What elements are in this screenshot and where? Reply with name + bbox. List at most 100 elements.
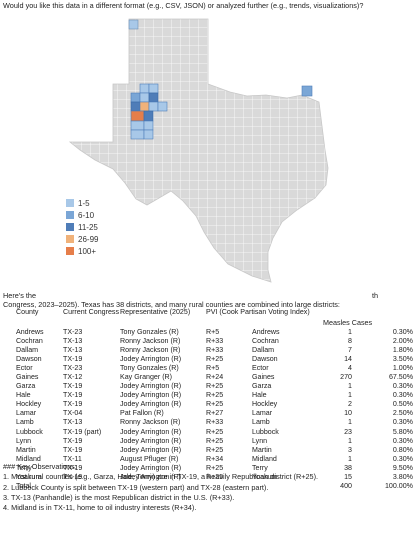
table-row: Hale TX-19 Jodey Arrington (R) R+25 Hale 1 0.3… bbox=[3, 391, 413, 400]
cell-county-repeat: Cochran bbox=[252, 337, 279, 346]
cell-county-repeat: Dawson bbox=[252, 355, 278, 364]
county-hockley bbox=[139, 92, 150, 103]
cell-representative: Kay Granger (R) bbox=[120, 373, 173, 382]
cell-county: Lynn bbox=[16, 436, 32, 445]
cell-district: TX-13 bbox=[63, 346, 83, 355]
cell-county-repeat: Midland bbox=[252, 454, 277, 463]
county-andrews bbox=[130, 120, 145, 131]
cell-district: TX-19 bbox=[63, 400, 83, 409]
cell-county: Lamb bbox=[16, 418, 34, 427]
cell-cases: 3 bbox=[348, 445, 352, 454]
cell-cases: 1 bbox=[348, 328, 352, 336]
cell-county: Midland bbox=[16, 454, 41, 463]
legend-label: 100+ bbox=[78, 247, 96, 256]
legend-swatch bbox=[66, 247, 74, 255]
cell-county-repeat: Gaines bbox=[252, 373, 275, 382]
cell-pvi: R+25 bbox=[206, 472, 224, 481]
cell-pvi: R+5 bbox=[206, 328, 220, 336]
observation-item: 4. Midland is in TX-11, home to oil indu… bbox=[3, 503, 197, 513]
county-cochran bbox=[130, 92, 141, 103]
texas-state-shape bbox=[68, 18, 329, 283]
paragraph-line1: Here's the bbox=[3, 291, 37, 300]
cell-county-repeat: Terry bbox=[252, 463, 268, 472]
cell-representative: Ronny Jackson (R) bbox=[120, 418, 181, 427]
col-header-representative: Representative (2025) bbox=[120, 308, 191, 316]
cell-district: TX-23 bbox=[63, 364, 83, 373]
cell-pvi: R+27 bbox=[206, 409, 224, 418]
county-lubbock bbox=[148, 92, 159, 103]
cell-percent: 1.00% bbox=[392, 364, 413, 373]
cell-district: TX-19 (part) bbox=[63, 427, 102, 436]
cell-county: Yoakum bbox=[16, 472, 42, 481]
table-row: Lamb TX-13 Ronny Jackson (R) R+33 Lamb 1 0.30% bbox=[3, 418, 413, 427]
table-row: Gaines TX-12 Kay Granger (R) R+24 Gaines 270 6… bbox=[3, 373, 413, 382]
table-row: Ector TX-23 Tony Gonzales (R) R+5 Ector 4 1.00… bbox=[3, 364, 413, 373]
cell-percent: 0.30% bbox=[392, 328, 413, 336]
observation-item: 1. Most rural counties (e.g., Garza, Hal… bbox=[3, 472, 319, 482]
district-table: County Current Congress Representative (… bbox=[3, 308, 413, 491]
cell-percent: 0.80% bbox=[392, 445, 413, 454]
cell-county-repeat: Dallam bbox=[252, 346, 275, 355]
total-label: Total bbox=[16, 481, 31, 490]
cell-district: TX-19 bbox=[63, 463, 83, 472]
cell-cases: 7 bbox=[348, 346, 352, 355]
cell-district: TX-12 bbox=[63, 373, 83, 382]
cell-percent: 1.80% bbox=[392, 346, 413, 355]
legend-label: 11-25 bbox=[78, 223, 98, 232]
cell-county: Cochran bbox=[16, 337, 43, 346]
table-row: Lubbock TX-19 (part) Jodey Arrington (R) R+… bbox=[3, 428, 413, 437]
measles-cases-header: Measles Cases bbox=[323, 318, 373, 327]
table-total-row: Total 400 100.00% bbox=[3, 482, 413, 491]
cell-county-repeat: Andrews bbox=[252, 328, 280, 336]
cell-representative: Jodey Arrington (R) bbox=[120, 355, 182, 364]
cell-pvi: R+25 bbox=[206, 427, 224, 436]
legend-swatch bbox=[66, 211, 74, 219]
cell-pvi: R+34 bbox=[206, 454, 224, 463]
cell-pvi: R+33 bbox=[206, 346, 224, 355]
cell-county: Lubbock bbox=[16, 427, 43, 436]
county-ector bbox=[130, 129, 145, 140]
county-dawson bbox=[143, 110, 154, 122]
cell-county: Hale bbox=[16, 391, 31, 400]
county-dallam bbox=[128, 19, 139, 30]
paragraph-line2: Congress, 2023–2025). Texas has 38 distr… bbox=[3, 300, 340, 309]
cell-county: Gaines bbox=[16, 373, 39, 382]
cell-percent: 67.50% bbox=[388, 373, 413, 382]
cell-district: TX-19 bbox=[63, 391, 83, 400]
cell-representative: August Pfluger (R) bbox=[120, 454, 179, 463]
legend-label: 26-99 bbox=[78, 235, 99, 244]
cell-representative: Jodey Arrington (R) bbox=[120, 400, 182, 409]
cell-district: TX-13 bbox=[63, 418, 83, 427]
cell-representative: Jodey Arrington (R) bbox=[120, 463, 182, 472]
cell-county: Garza bbox=[16, 382, 36, 391]
table-row: Midland TX-11 August Pfluger (R) R+34 Midlan… bbox=[3, 455, 413, 464]
county-lamb bbox=[139, 83, 150, 94]
cell-pvi: R+5 bbox=[206, 364, 220, 373]
map-legend: 1-5 6-10 11-25 26-99 100+ bbox=[66, 199, 99, 256]
legend-label: 6-10 bbox=[78, 211, 95, 220]
cell-pvi: R+25 bbox=[206, 436, 224, 445]
cell-county: Andrews bbox=[16, 328, 44, 336]
cell-cases: 4 bbox=[348, 364, 352, 373]
total-cases: 400 bbox=[340, 481, 352, 490]
cell-county: Terry bbox=[16, 463, 32, 472]
cell-cases: 38 bbox=[344, 463, 352, 472]
cell-percent: 5.80% bbox=[392, 427, 413, 436]
county-yoakum bbox=[130, 101, 141, 112]
cell-pvi: R+25 bbox=[206, 463, 224, 472]
col-header-pvi: PVI (Cook Partisan Voting Index) bbox=[206, 308, 310, 316]
cell-percent: 9.50% bbox=[392, 463, 413, 472]
cell-representative: Jodey Arrington (R) bbox=[120, 472, 182, 481]
table-row: Lamar TX-04 Pat Fallon (R) R+27 Lamar 10 2.50% bbox=[3, 409, 413, 418]
cell-cases: 1 bbox=[348, 382, 352, 391]
table-body: Andrews TX-23 Tony Gonzales (R) R+5 Andrews 1… bbox=[3, 328, 413, 482]
legend-swatch bbox=[66, 235, 74, 243]
cell-representative: Jodey Arrington (R) bbox=[120, 445, 182, 454]
county-lynn bbox=[148, 101, 159, 112]
cell-cases: 1 bbox=[348, 418, 352, 427]
legend-label: 1-5 bbox=[78, 199, 90, 208]
cell-county-repeat: Hockley bbox=[252, 400, 278, 409]
cell-county: Hockley bbox=[16, 400, 42, 409]
table-row: Martin TX-19 Jodey Arrington (R) R+25 Martin… bbox=[3, 446, 413, 455]
county-midland bbox=[143, 129, 154, 140]
